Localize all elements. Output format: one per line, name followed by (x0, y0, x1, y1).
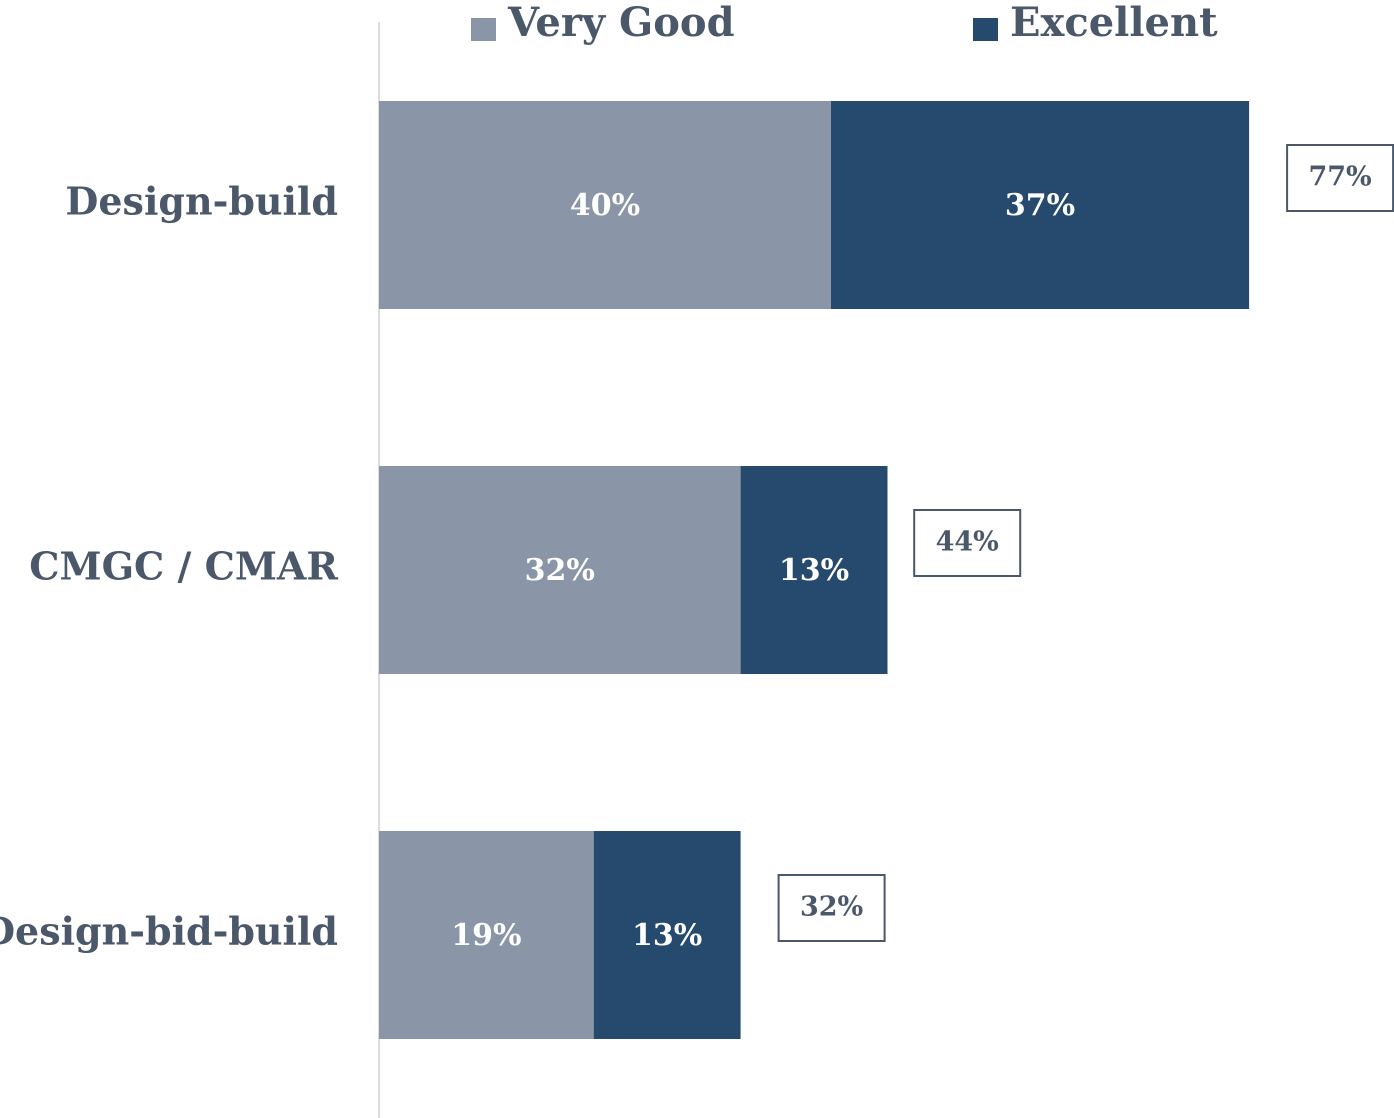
category-label: Design-bid-build (0, 909, 338, 954)
bar-segment (379, 831, 594, 1039)
bar-segment (593, 831, 741, 1039)
category-label: CMGC / CMAR (29, 544, 338, 589)
value-label: 13% (779, 553, 849, 588)
value-label: 40% (570, 188, 640, 223)
value-label: 13% (632, 918, 702, 953)
total-label: 77% (1308, 162, 1371, 193)
bar-segment (740, 466, 888, 674)
bar-segment (379, 101, 831, 309)
total-box (1286, 144, 1394, 212)
legend-label: Very Good (507, 0, 735, 46)
total-label: 44% (936, 527, 999, 558)
value-label: 32% (525, 553, 595, 588)
value-label: 19% (451, 918, 521, 953)
total-label: 32% (800, 892, 863, 923)
value-label: 37% (1005, 188, 1075, 223)
legend-swatch (471, 18, 496, 41)
total-box (777, 874, 886, 942)
legend-label: Excellent (1010, 0, 1218, 46)
category-label: Design-build (65, 179, 338, 224)
bar-segment (379, 466, 741, 674)
legend-swatch (973, 18, 998, 41)
total-box (913, 509, 1022, 577)
bar-segment (831, 101, 1250, 309)
